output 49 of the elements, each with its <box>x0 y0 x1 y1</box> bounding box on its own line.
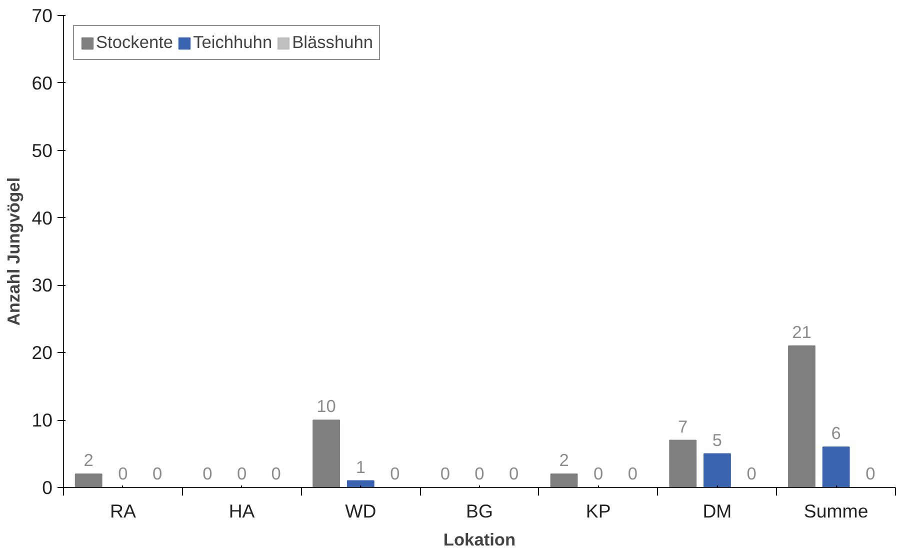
data-label: 0 <box>628 464 638 484</box>
data-label: 0 <box>866 464 876 484</box>
data-label: 0 <box>390 464 400 484</box>
data-label: 2 <box>559 450 569 470</box>
y-tick-label: 70 <box>32 5 53 26</box>
y-axis-title: Anzahl Jungvögel <box>4 177 24 326</box>
y-tick-label: 30 <box>32 274 53 296</box>
x-axis-title: Lokation <box>443 530 516 550</box>
y-tick-label: 0 <box>42 477 53 498</box>
data-label: 7 <box>678 416 688 436</box>
data-label: 0 <box>594 464 604 484</box>
y-tick-label: 10 <box>32 410 53 431</box>
legend-label: Teichhuhn <box>193 32 272 53</box>
x-tick-label: HA <box>228 500 256 522</box>
data-label: 10 <box>316 396 336 416</box>
data-label: 0 <box>118 464 128 484</box>
bar <box>550 474 578 488</box>
x-tick-label: DM <box>702 500 732 522</box>
x-tick-label: WD <box>345 500 376 522</box>
legend-label: Blässhuhn <box>292 32 374 53</box>
data-label: 0 <box>509 464 519 484</box>
data-label: 0 <box>202 464 212 484</box>
bar <box>822 446 850 488</box>
data-label: 2 <box>84 450 94 470</box>
data-label: 0 <box>474 464 484 484</box>
bar <box>704 453 731 488</box>
y-tick-label: 20 <box>32 342 53 364</box>
data-label: 0 <box>236 464 247 484</box>
bar <box>669 440 697 488</box>
data-label: 21 <box>792 322 812 342</box>
bar <box>788 345 816 488</box>
data-label: 0 <box>746 464 756 484</box>
x-tick-label: BG <box>466 500 493 522</box>
x-tick-label: KP <box>586 500 611 522</box>
data-label: 0 <box>271 464 281 484</box>
bar <box>346 480 374 488</box>
y-tick-label: 50 <box>32 140 53 161</box>
y-tick-label: 60 <box>32 72 53 94</box>
y-tick-label: 40 <box>32 207 53 228</box>
bar <box>312 420 340 488</box>
legend-label: Stockente <box>96 32 174 53</box>
data-label: 6 <box>831 423 841 444</box>
data-label: 1 <box>356 456 366 477</box>
bar <box>74 474 102 488</box>
data-label: 0 <box>440 464 450 484</box>
x-tick-label: Summe <box>804 500 868 522</box>
data-label: 5 <box>712 430 722 450</box>
x-tick-label: RA <box>110 500 136 522</box>
data-label: 0 <box>152 464 162 484</box>
